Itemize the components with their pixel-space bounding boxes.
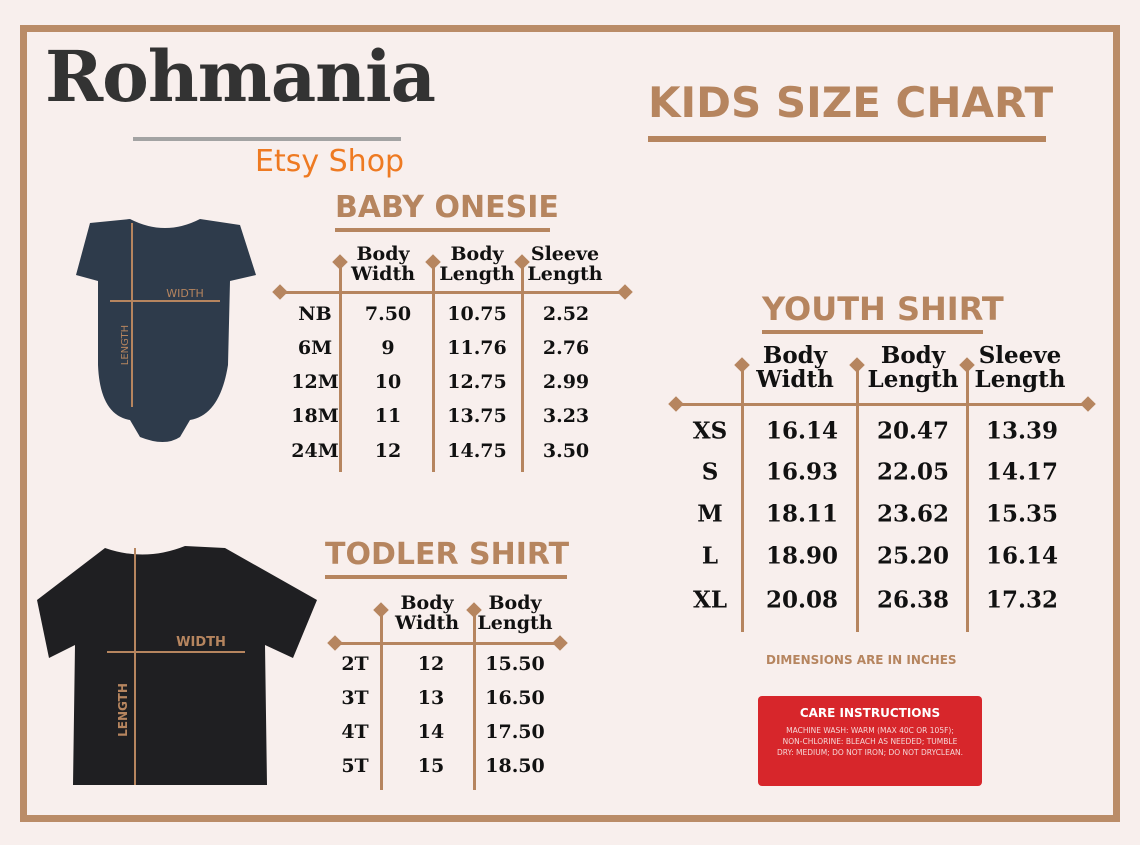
onesie-value: 3.23 [542, 405, 590, 427]
youth-column-header: Sleeve Length [974, 342, 1066, 394]
care-instructions-box: CARE INSTRUCTIONS MACHINE WASH: WARM (MA… [758, 696, 982, 786]
page-title: KIDS SIZE CHART [648, 78, 1054, 127]
youth-value: 25.20 [876, 542, 950, 570]
youth-value: 16.14 [765, 417, 839, 445]
youth-value: 23.62 [876, 500, 950, 528]
youth-size-label: M [697, 500, 723, 528]
onesie-size-label: NB [298, 303, 332, 325]
youth-column-header: Body Width [756, 342, 834, 394]
youth-value: 18.90 [765, 542, 839, 570]
youth-column-rule [740, 365, 744, 632]
youth-column-header: Body Length [867, 342, 959, 394]
onesie-size-label: 6M [297, 337, 333, 359]
onesie-column-rule [338, 262, 342, 472]
onesie-size-label: 18M [291, 405, 339, 427]
youth-value: 15.35 [985, 500, 1059, 528]
youth-size-label: XS [692, 417, 728, 445]
toddler-column-header: Body Width [394, 592, 460, 634]
toddler-title-underline [325, 575, 567, 579]
youth-value: 22.05 [876, 458, 950, 486]
onesie-size-label: 12M [291, 371, 339, 393]
logo: Rohmania [45, 35, 436, 118]
youth-header-rule [676, 402, 1088, 406]
youth-value: 20.47 [876, 417, 950, 445]
toddler-size-label: 2T [341, 653, 369, 675]
toddler-value: 13 [417, 687, 445, 709]
frame-border [20, 25, 1120, 822]
toddler-value: 15 [417, 755, 445, 777]
youth-value: 17.32 [985, 586, 1059, 614]
youth-value: 26.38 [876, 586, 950, 614]
width-label: WIDTH [176, 635, 226, 650]
shop-subtitle: Etsy Shop [255, 144, 405, 179]
onesie-value: 11.76 [447, 337, 507, 359]
toddler-size-label: 5T [341, 755, 369, 777]
onesie-column-rule [431, 262, 435, 472]
onesie-value: 12.75 [447, 371, 507, 393]
logo-divider [133, 137, 401, 141]
youth-title-underline [762, 330, 983, 334]
toddler-value: 15.50 [485, 653, 545, 675]
onesie-title: BABY ONESIE [335, 190, 559, 225]
length-label: LENGTH [120, 325, 131, 365]
onesie-image: WIDTH LENGTH [76, 219, 256, 442]
toddler-column-rule [379, 610, 383, 790]
toddler-value: 16.50 [485, 687, 545, 709]
care-title: CARE INSTRUCTIONS [799, 706, 941, 720]
toddler-value: 17.50 [485, 721, 545, 743]
toddler-size-label: 3T [341, 687, 369, 709]
youth-value: 18.11 [765, 500, 839, 528]
toddler-value: 12 [417, 653, 445, 675]
youth-value: 20.08 [765, 586, 839, 614]
toddler-column-header: Body Length [477, 592, 553, 634]
onesie-value: 2.52 [542, 303, 590, 325]
onesie-value: 3.50 [542, 440, 590, 462]
onesie-column-header: Body Length [439, 243, 515, 285]
length-label: LENGTH [116, 683, 130, 737]
onesie-header-rule [280, 290, 625, 294]
units-note: DIMENSIONS ARE IN INCHES [766, 653, 957, 667]
onesie-title-underline [335, 228, 550, 232]
youth-column-rule [855, 365, 859, 632]
onesie-value: 13.75 [447, 405, 507, 427]
youth-size-label: L [701, 542, 719, 570]
onesie-value: 7.50 [364, 303, 412, 325]
onesie-column-rule [520, 262, 524, 472]
onesie-column-header: Body Width [350, 243, 416, 285]
youth-column-rule [965, 365, 969, 632]
onesie-value: 10.75 [447, 303, 507, 325]
onesie-value: 2.99 [542, 371, 590, 393]
youth-value: 13.39 [985, 417, 1059, 445]
toddler-title: TODLER SHIRT [325, 537, 570, 572]
width-label: WIDTH [166, 287, 204, 300]
youth-size-label: S [701, 458, 719, 486]
youth-value: 16.93 [765, 458, 839, 486]
onesie-value: 14.75 [447, 440, 507, 462]
youth-size-label: XL [692, 586, 728, 614]
onesie-value: 9 [381, 337, 395, 359]
toddler-column-rule [472, 610, 476, 790]
onesie-size-label: 24M [291, 440, 339, 462]
toddler-header-rule [335, 641, 560, 645]
care-text: MACHINE WASH: WARM (MAX 40C OR 105F); NO… [777, 726, 963, 757]
onesie-value: 12 [374, 440, 402, 462]
youth-value: 14.17 [985, 458, 1059, 486]
onesie-value: 2.76 [542, 337, 590, 359]
toddler-shirt-image: WIDTH LENGTH [37, 546, 317, 785]
toddler-value: 18.50 [485, 755, 545, 777]
onesie-value: 11 [374, 405, 402, 427]
youth-value: 16.14 [985, 542, 1059, 570]
toddler-value: 14 [417, 721, 445, 743]
title-underline [648, 136, 1046, 142]
onesie-value: 10 [374, 371, 402, 393]
toddler-size-label: 4T [341, 721, 369, 743]
onesie-column-header: Sleeve Length [527, 243, 603, 285]
youth-title: YOUTH SHIRT [762, 290, 1004, 328]
